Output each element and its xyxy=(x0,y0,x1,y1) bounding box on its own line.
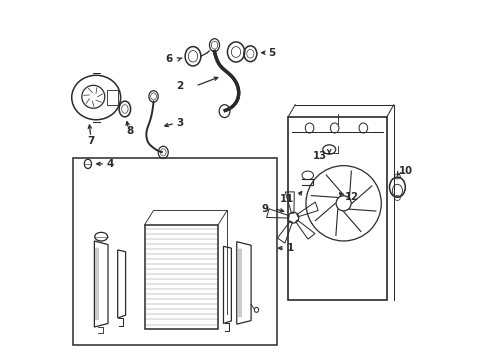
Bar xyxy=(73,158,277,345)
Text: 11: 11 xyxy=(280,194,294,204)
Bar xyxy=(288,117,387,300)
Text: 12: 12 xyxy=(345,192,359,202)
Text: 6: 6 xyxy=(165,54,172,64)
Bar xyxy=(145,225,218,329)
Text: 4: 4 xyxy=(107,159,114,169)
Text: 1: 1 xyxy=(287,243,294,253)
Text: 13: 13 xyxy=(313,151,327,161)
Text: 10: 10 xyxy=(398,166,413,176)
Text: 3: 3 xyxy=(176,118,184,128)
Text: 2: 2 xyxy=(176,81,183,91)
Text: 5: 5 xyxy=(269,48,275,58)
Text: 9: 9 xyxy=(262,204,269,214)
Text: 8: 8 xyxy=(126,126,134,136)
Text: 7: 7 xyxy=(87,136,95,146)
